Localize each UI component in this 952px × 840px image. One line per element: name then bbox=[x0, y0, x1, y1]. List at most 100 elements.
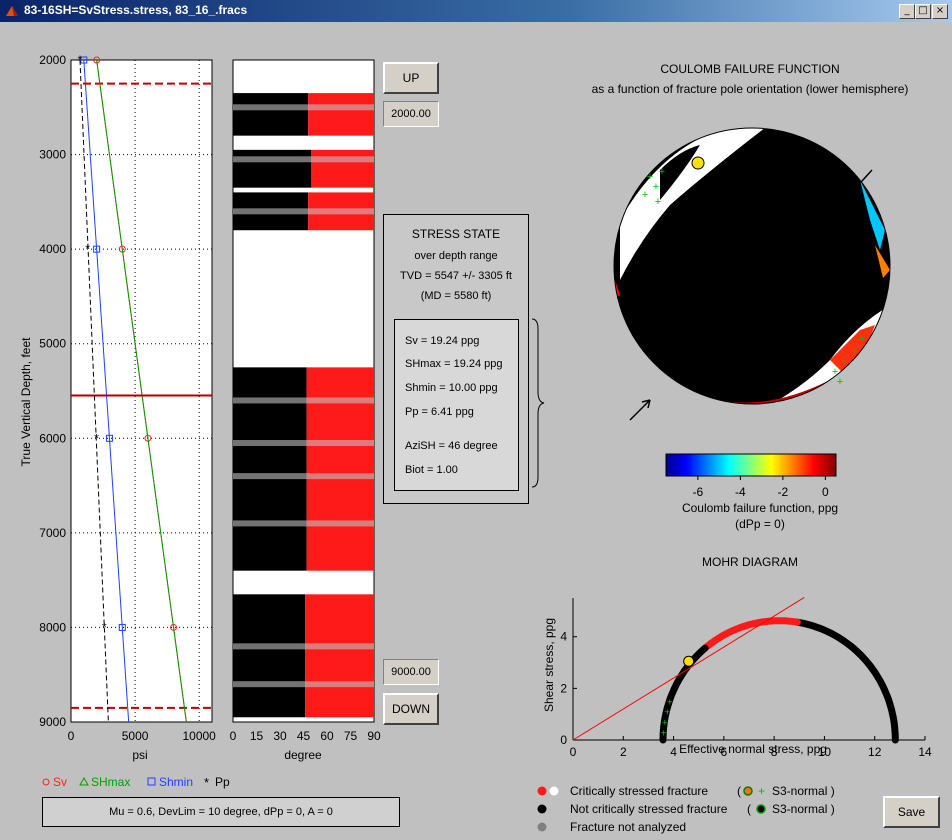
bottom-depth-field[interactable]: 9000.00 bbox=[383, 659, 439, 685]
brace-icon bbox=[531, 318, 545, 488]
stress-x-ticks: 0 5000 10000 bbox=[68, 729, 217, 743]
sv-value: Sv = 19.24 ppg bbox=[405, 335, 480, 347]
mohr-arc-not-critical bbox=[793, 618, 899, 744]
y-tick-label: 4000 bbox=[39, 242, 66, 256]
stress-profile-plot: * * * * 2000 3000 4000 5000 6000 7000 8000 9000 0 5… bbox=[19, 53, 217, 762]
s3-normal-marker: + bbox=[852, 346, 858, 358]
y-tick-label: 6000 bbox=[39, 431, 66, 445]
band-gap bbox=[233, 156, 374, 163]
stress-y-label: True Vertical Depth, feet bbox=[19, 337, 33, 467]
legend-shmin: Shmin bbox=[159, 775, 193, 789]
arrow-icon bbox=[629, 399, 651, 421]
failure-line bbox=[572, 597, 805, 741]
s3-normal-marker: + bbox=[832, 366, 838, 378]
fracture-dip-points bbox=[233, 93, 374, 718]
legend-sv: Sv bbox=[53, 775, 67, 789]
band-gap bbox=[233, 473, 374, 480]
maximize-button[interactable]: □ bbox=[915, 4, 931, 19]
arrow-icon bbox=[851, 169, 873, 193]
tvd-label: TVD = 5547 +/- 3305 ft bbox=[400, 270, 512, 282]
highlight-pole-marker bbox=[691, 156, 705, 170]
x-tick-label: 0 bbox=[68, 729, 75, 743]
y-tick-label: 2 bbox=[560, 681, 567, 695]
mohr-y-label: Shear stress, ppg bbox=[542, 618, 556, 712]
stress-legend: Sv SHmax Shmin * Pp bbox=[42, 775, 230, 790]
stress-values-box: Sv = 19.24 ppg SHmax = 19.24 ppg Shmin =… bbox=[394, 319, 519, 491]
pp-point: * bbox=[102, 620, 107, 634]
y-tick-label: 4 bbox=[560, 630, 567, 644]
colorbar-sublabel: (dPp = 0) bbox=[735, 517, 785, 531]
y-tick-label: 2000 bbox=[39, 53, 66, 67]
band-gap bbox=[233, 643, 374, 650]
series-line-pp bbox=[79, 59, 109, 723]
colorbar-tick-label: 0 bbox=[822, 485, 829, 499]
close-button[interactable]: × bbox=[932, 4, 948, 19]
colorbar-tick-label: -6 bbox=[693, 485, 704, 499]
mohr-arc-critical bbox=[701, 617, 801, 652]
up-button[interactable]: UP bbox=[383, 62, 439, 94]
top-depth-field[interactable]: 2000.00 bbox=[383, 101, 439, 127]
series-line-shmin bbox=[83, 59, 130, 723]
stress-series: * * * * bbox=[71, 53, 212, 723]
shmin-value: Shmin = 10.00 ppg bbox=[405, 382, 498, 394]
stress-x-label: psi bbox=[132, 748, 147, 762]
x-tick-label: 0 bbox=[570, 745, 577, 759]
band-gap bbox=[233, 681, 374, 688]
svg-text:(: ( bbox=[747, 802, 751, 816]
colorbar-gradient bbox=[665, 453, 837, 477]
s3-normal-marker: + bbox=[655, 196, 661, 208]
dip-x-ticks: 0 15 30 45 60 75 90 bbox=[230, 729, 381, 743]
mohr-title: MOHR DIAGRAM bbox=[702, 555, 798, 569]
x-tick-label: 90 bbox=[367, 729, 381, 743]
window-title: 83-16SH=SvStress.stress, 83_16_.fracs bbox=[24, 3, 248, 17]
band-gap bbox=[233, 440, 374, 447]
coulomb-colorbar: -6 -4 -2 0 bbox=[665, 453, 837, 499]
x-tick-label: 30 bbox=[273, 729, 287, 743]
y-tick-label: 9000 bbox=[39, 715, 66, 729]
pp-point: * bbox=[78, 53, 83, 67]
x-tick-label: 75 bbox=[344, 729, 358, 743]
pp-point: * bbox=[85, 242, 90, 256]
svg-text:(: ( bbox=[737, 784, 741, 798]
x-tick-label: 10000 bbox=[182, 729, 216, 743]
fracture-legend: Critically stressed fracture ( + S3-norm… bbox=[537, 784, 835, 834]
legend-shmax: SHmax bbox=[91, 775, 130, 789]
x-tick-label: 4 bbox=[670, 745, 677, 759]
x-tick-label: 12 bbox=[868, 745, 882, 759]
x-tick-label: 45 bbox=[297, 729, 311, 743]
y-tick-label: 8000 bbox=[39, 620, 66, 634]
matlab-icon bbox=[4, 3, 20, 19]
legend-critical-note: S3-normal ) bbox=[772, 784, 835, 798]
save-button[interactable]: Save bbox=[883, 796, 940, 828]
shmin-point bbox=[93, 245, 101, 253]
highlight-point-marker bbox=[683, 655, 695, 667]
mohr-x-label: Effective normal stress, ppg bbox=[679, 742, 827, 756]
x-tick-label: 15 bbox=[250, 729, 264, 743]
legend-not-critical-note: S3-normal ) bbox=[772, 802, 835, 816]
minimize-button[interactable]: _ bbox=[899, 4, 915, 19]
colorbar-tick-label: -2 bbox=[778, 485, 789, 499]
s3-normal-marker: + bbox=[659, 166, 665, 178]
s3-normal-marker: + bbox=[661, 728, 667, 739]
coulomb-subtitle: as a function of fracture pole orientati… bbox=[591, 82, 909, 96]
svg-text:*: * bbox=[204, 775, 209, 790]
colorbar-label: Coulomb failure function, ppg bbox=[681, 501, 839, 515]
y-tick-label: 3000 bbox=[39, 148, 66, 162]
parameters-box: Mu = 0.6, DevLim = 10 degree, dPp = 0, A… bbox=[42, 797, 400, 827]
y-tick-label: 0 bbox=[560, 733, 567, 747]
shmax-value: SHmax = 19.24 ppg bbox=[405, 358, 503, 370]
s3-normal-marker: + bbox=[837, 376, 843, 388]
band-gap bbox=[233, 208, 374, 215]
down-button[interactable]: DOWN bbox=[383, 693, 439, 725]
y-tick-label: 7000 bbox=[39, 526, 66, 540]
legend-critical: Critically stressed fracture bbox=[570, 784, 708, 798]
x-tick-label: 14 bbox=[918, 745, 932, 759]
band-gap bbox=[233, 520, 374, 527]
x-tick-label: 5000 bbox=[122, 729, 149, 743]
md-label: (MD = 5580 ft) bbox=[420, 290, 492, 302]
shmin-point bbox=[118, 623, 126, 631]
shmin-point bbox=[80, 56, 88, 64]
